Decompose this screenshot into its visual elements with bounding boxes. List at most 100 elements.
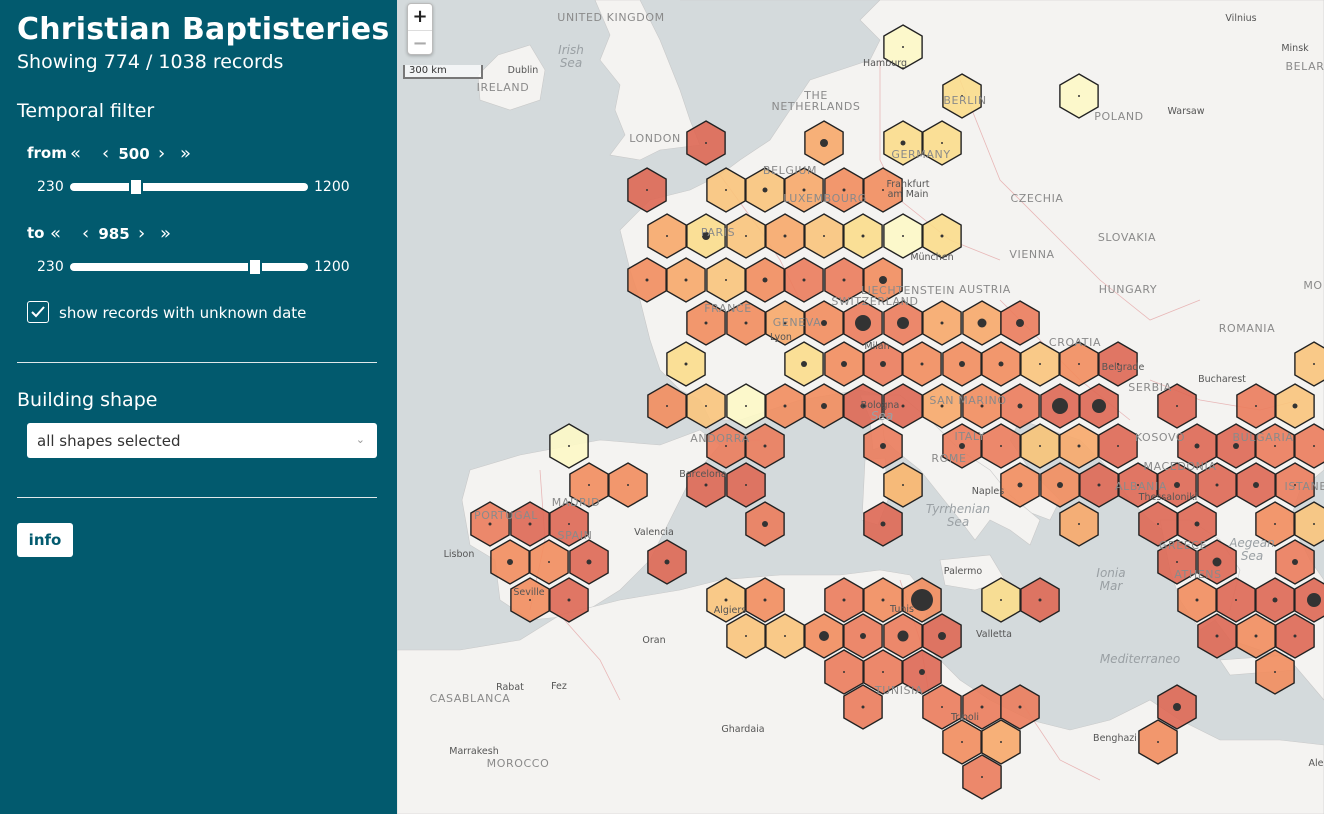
hexbin[interactable] bbox=[1020, 423, 1060, 469]
hexbin[interactable] bbox=[1294, 501, 1324, 547]
hexbin[interactable] bbox=[1255, 423, 1295, 469]
from-step-back-icon[interactable]: ‹ bbox=[102, 143, 110, 164]
hexbin[interactable] bbox=[726, 613, 766, 659]
hexbin[interactable] bbox=[1197, 613, 1237, 659]
hexbin[interactable] bbox=[1020, 577, 1060, 623]
hexbin[interactable] bbox=[863, 167, 903, 213]
hexbin[interactable] bbox=[843, 300, 883, 346]
hexbin[interactable] bbox=[765, 383, 805, 429]
hexbin[interactable] bbox=[922, 383, 962, 429]
hexbin[interactable] bbox=[706, 257, 746, 303]
hexbin[interactable] bbox=[745, 501, 785, 547]
hexbin[interactable] bbox=[883, 383, 923, 429]
hexbin[interactable] bbox=[1157, 383, 1197, 429]
hexbin[interactable] bbox=[647, 539, 687, 585]
hexbin[interactable] bbox=[942, 423, 982, 469]
hexbin[interactable] bbox=[883, 613, 923, 659]
hexbin[interactable] bbox=[1236, 383, 1276, 429]
hexbin[interactable] bbox=[647, 213, 687, 259]
hexbin[interactable] bbox=[510, 501, 550, 547]
hexbin[interactable] bbox=[569, 462, 609, 508]
hexbin[interactable] bbox=[824, 257, 864, 303]
hexbin[interactable] bbox=[883, 24, 923, 70]
hexbin[interactable] bbox=[745, 577, 785, 623]
hexbin[interactable] bbox=[549, 423, 589, 469]
from-jump-forward-icon[interactable]: » bbox=[180, 143, 192, 164]
hexbin[interactable] bbox=[863, 577, 903, 623]
hexbin[interactable] bbox=[1275, 383, 1315, 429]
building-shape-select[interactable]: all shapes selected ⌄ bbox=[27, 423, 377, 458]
hexbin[interactable] bbox=[549, 577, 589, 623]
hexbin[interactable] bbox=[883, 300, 923, 346]
hexbin[interactable] bbox=[1197, 539, 1237, 585]
hexbin[interactable] bbox=[883, 462, 923, 508]
to-slider-track[interactable] bbox=[70, 263, 308, 271]
hexbin[interactable] bbox=[745, 257, 785, 303]
hexbin[interactable] bbox=[1275, 613, 1315, 659]
hexbin[interactable] bbox=[843, 383, 883, 429]
hexbin[interactable] bbox=[1197, 462, 1237, 508]
hexbin[interactable] bbox=[843, 684, 883, 730]
to-step-forward-icon[interactable]: › bbox=[138, 223, 146, 244]
hexbin[interactable] bbox=[804, 120, 844, 166]
hexbin[interactable] bbox=[1255, 649, 1295, 695]
hexbin[interactable] bbox=[902, 341, 942, 387]
hexbin[interactable] bbox=[1236, 613, 1276, 659]
hexbin[interactable] bbox=[863, 423, 903, 469]
hexbin[interactable] bbox=[883, 120, 923, 166]
hexbin[interactable] bbox=[981, 423, 1021, 469]
hexbin[interactable] bbox=[706, 167, 746, 213]
hexbin[interactable] bbox=[1255, 501, 1295, 547]
hexbin[interactable] bbox=[1098, 423, 1138, 469]
hexbin[interactable] bbox=[922, 300, 962, 346]
hexbin[interactable] bbox=[784, 341, 824, 387]
hexbin[interactable] bbox=[981, 719, 1021, 765]
hexbin[interactable] bbox=[608, 462, 648, 508]
hexbin[interactable] bbox=[784, 257, 824, 303]
to-jump-back-icon[interactable]: « bbox=[50, 223, 62, 244]
hexbin[interactable] bbox=[1177, 577, 1217, 623]
from-jump-back-icon[interactable]: « bbox=[70, 143, 82, 164]
hexbin[interactable] bbox=[1177, 423, 1217, 469]
hexbin[interactable] bbox=[962, 754, 1002, 800]
map[interactable]: UNITED KINGDOM Irish Sea Dublin IRELAND LONDO… bbox=[397, 0, 1324, 814]
hexbin[interactable] bbox=[627, 257, 667, 303]
hexbin[interactable] bbox=[1059, 423, 1099, 469]
hexbin[interactable] bbox=[942, 341, 982, 387]
from-slider-track[interactable] bbox=[70, 183, 308, 191]
hexbin[interactable] bbox=[765, 300, 805, 346]
hexbin[interactable] bbox=[863, 649, 903, 695]
hexbin[interactable] bbox=[686, 300, 726, 346]
hexbin[interactable] bbox=[666, 257, 706, 303]
hexbin[interactable] bbox=[726, 213, 766, 259]
hexbin[interactable] bbox=[1275, 539, 1315, 585]
hexbin[interactable] bbox=[1255, 577, 1295, 623]
hexbin[interactable] bbox=[902, 577, 942, 623]
hexbin[interactable] bbox=[1000, 383, 1040, 429]
hexbin[interactable] bbox=[745, 423, 785, 469]
hexbin[interactable] bbox=[726, 383, 766, 429]
hexbin[interactable] bbox=[1000, 300, 1040, 346]
hexbin[interactable] bbox=[510, 577, 550, 623]
hexbin[interactable] bbox=[1020, 341, 1060, 387]
hexbin[interactable] bbox=[1216, 423, 1256, 469]
hexbin[interactable] bbox=[863, 257, 903, 303]
hexbin[interactable] bbox=[1059, 501, 1099, 547]
hexbin[interactable] bbox=[686, 213, 726, 259]
hexbin[interactable] bbox=[490, 539, 530, 585]
hexbin[interactable] bbox=[1079, 383, 1119, 429]
hexbin[interactable] bbox=[1059, 73, 1099, 119]
hexbin[interactable] bbox=[1079, 462, 1119, 508]
hexbin[interactable] bbox=[1157, 539, 1197, 585]
to-jump-forward-icon[interactable]: » bbox=[160, 223, 172, 244]
info-button[interactable]: info bbox=[17, 523, 73, 557]
hexbin[interactable] bbox=[784, 167, 824, 213]
hexbin[interactable] bbox=[824, 167, 864, 213]
hexbin[interactable] bbox=[745, 167, 785, 213]
hexbin[interactable] bbox=[686, 383, 726, 429]
hexbin[interactable] bbox=[1000, 462, 1040, 508]
to-step-back-icon[interactable]: ‹ bbox=[82, 223, 90, 244]
hexbin[interactable] bbox=[1040, 383, 1080, 429]
hexbin[interactable] bbox=[1098, 341, 1138, 387]
zoom-in-button[interactable]: + bbox=[412, 6, 428, 27]
